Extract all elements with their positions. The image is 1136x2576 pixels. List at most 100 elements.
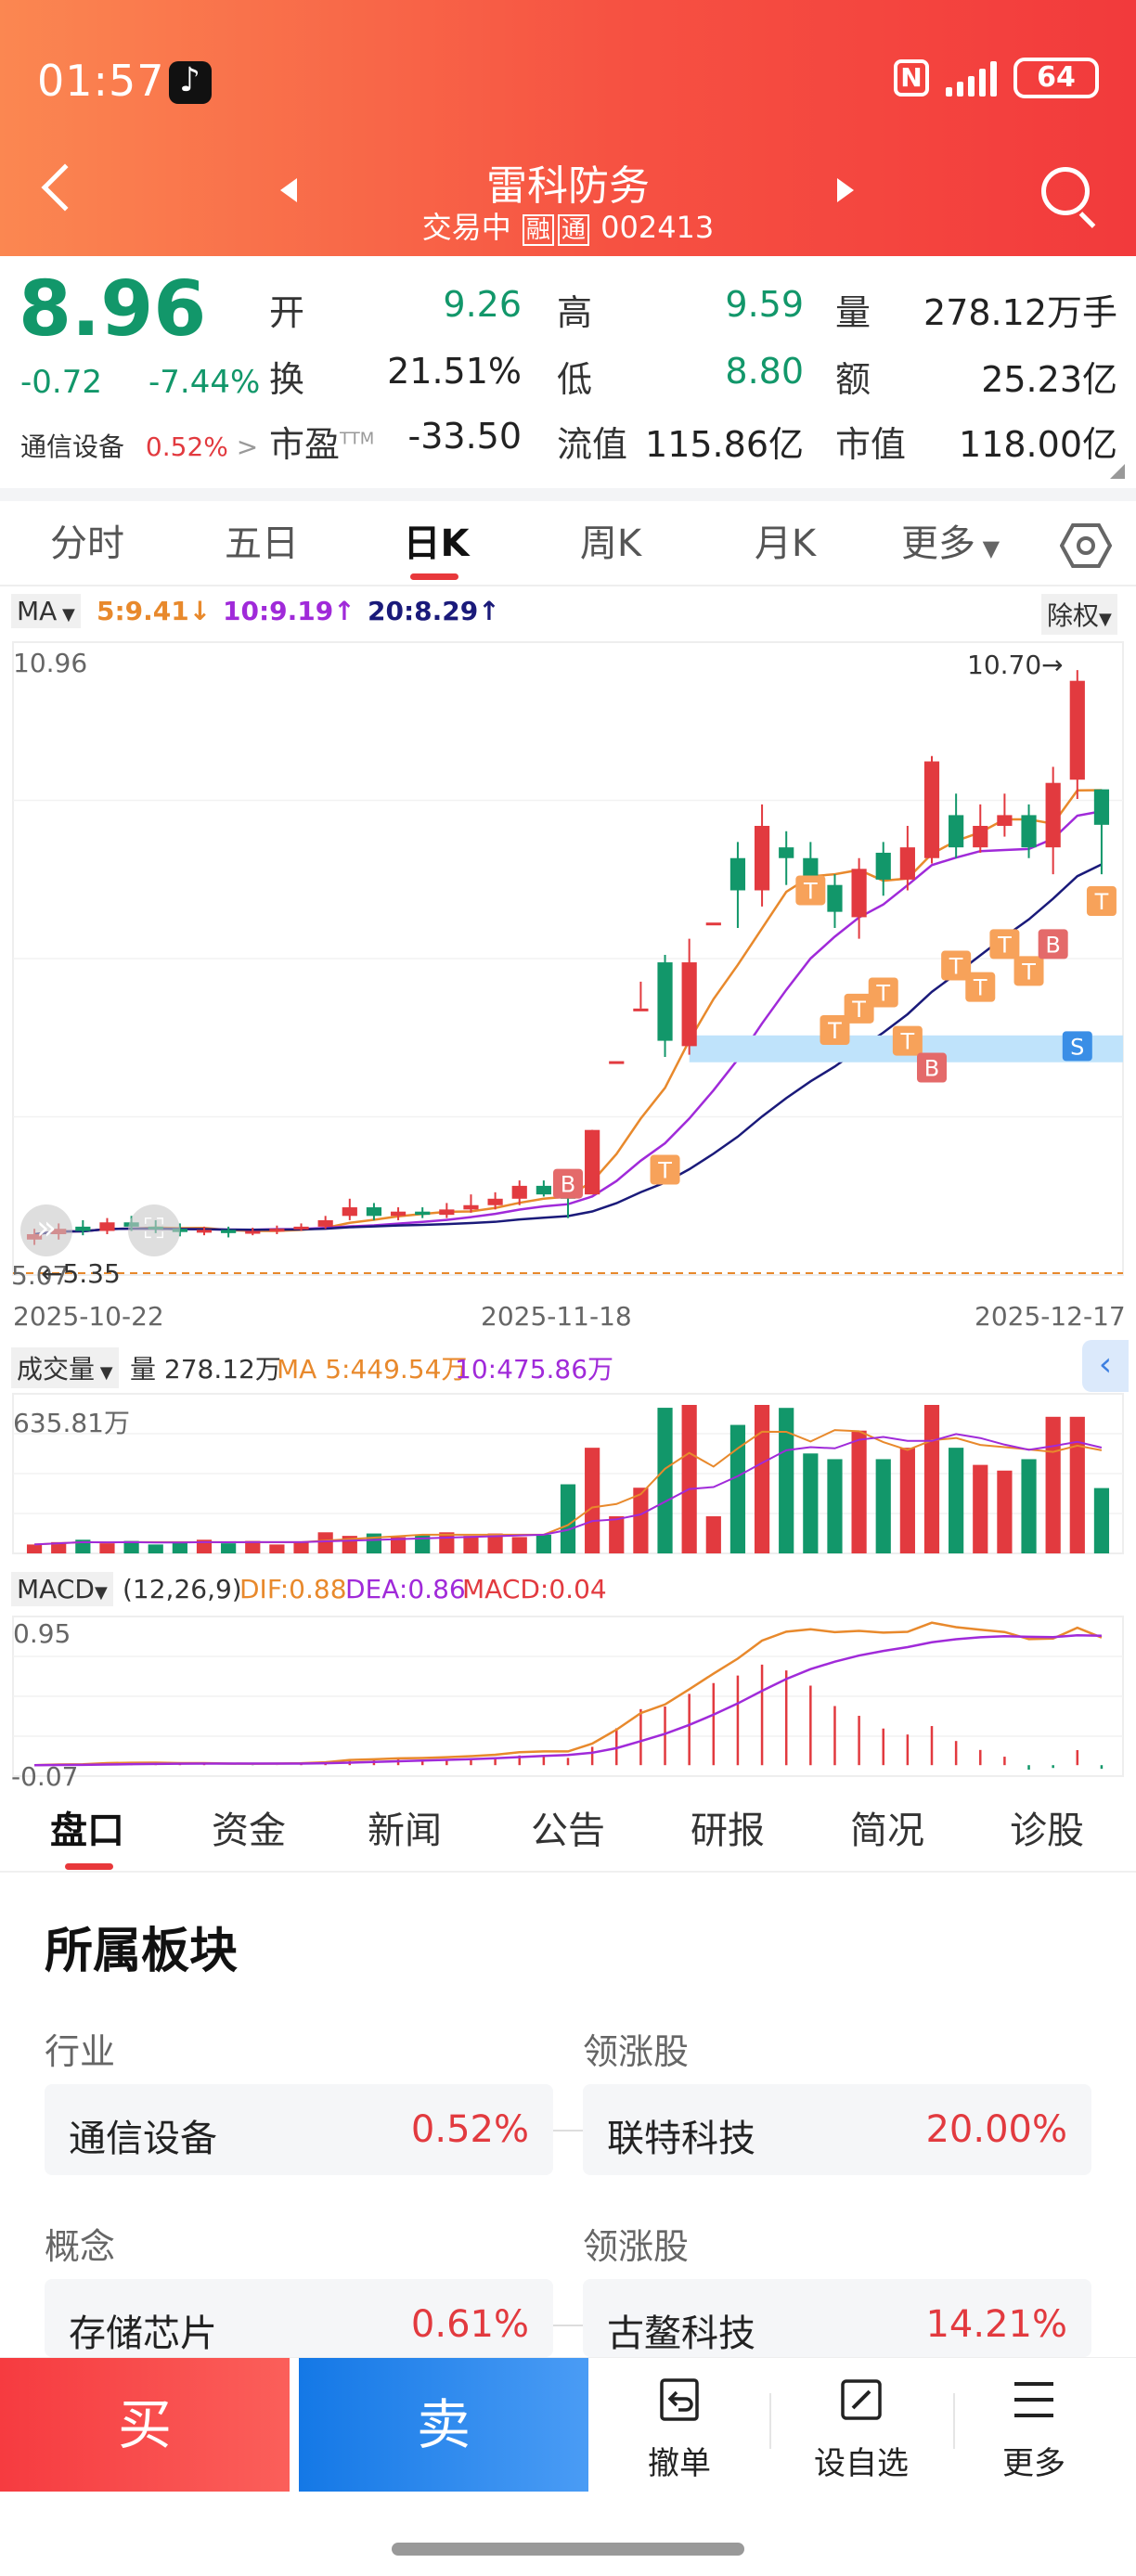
volume-bar xyxy=(851,1430,867,1553)
y-axis-bottom: 5.07 xyxy=(11,1260,70,1291)
connector-line xyxy=(553,2130,583,2132)
ma-select-button[interactable]: MA ▼ xyxy=(11,594,81,628)
volume-bar xyxy=(245,1540,261,1553)
tab-research[interactable]: 研报 xyxy=(691,1810,765,1852)
volume-bar xyxy=(269,1544,285,1553)
fullscreen-icon[interactable]: ⛶ xyxy=(128,1204,180,1256)
concept-leader-pct: 14.21% xyxy=(925,2303,1067,2346)
tab-intraday[interactable]: 分时 xyxy=(50,522,124,565)
candle-body xyxy=(342,1207,357,1217)
tab-more[interactable]: 更多 ▼ xyxy=(900,522,1000,565)
prev-stock-icon[interactable] xyxy=(280,178,297,202)
volume-bar xyxy=(221,1543,237,1553)
date-start: 2025-10-22 xyxy=(13,1301,164,1332)
volume-bar xyxy=(875,1459,891,1553)
low-label: 低 xyxy=(557,359,593,400)
settings-icon[interactable] xyxy=(1060,520,1112,572)
trade-signal-label: B xyxy=(1045,932,1060,958)
macd-dif: DIF:0.88 xyxy=(239,1574,347,1604)
home-indicator[interactable] xyxy=(392,2543,744,2556)
buy-button[interactable]: 买 xyxy=(0,2358,290,2492)
candle-body xyxy=(99,1222,115,1231)
candle-body xyxy=(269,1229,285,1232)
tab-diagnosis[interactable]: 诊股 xyxy=(1010,1810,1084,1852)
cap-value: 118.00亿 xyxy=(959,424,1117,465)
tab-news[interactable]: 新闻 xyxy=(368,1810,442,1852)
expand-left-icon[interactable]: » xyxy=(20,1204,72,1256)
concept-card[interactable]: 存储芯片 0.61% xyxy=(45,2279,553,2357)
menu-icon xyxy=(1014,2382,1053,2417)
amount-label: 额 xyxy=(835,359,871,400)
sector-name: 通信设备 xyxy=(20,431,125,462)
tab-daily-k[interactable]: 日K xyxy=(403,522,470,565)
volume-value: 量 278.12万 xyxy=(130,1354,281,1385)
adjust-button[interactable]: 除权▼ xyxy=(1041,594,1117,635)
header: 01:57 N 64 雷科防务 交易中 融通 002413 xyxy=(0,0,1136,256)
volume-bar xyxy=(463,1536,479,1553)
candle-body xyxy=(779,847,794,858)
volume-bar xyxy=(1093,1488,1110,1553)
volume-bar xyxy=(754,1405,770,1553)
trade-signal-marker xyxy=(941,950,972,981)
candle-body xyxy=(487,1198,503,1205)
ma5-line xyxy=(33,789,1102,1236)
tab-five-day[interactable]: 五日 xyxy=(225,522,299,565)
search-icon[interactable] xyxy=(1041,167,1090,215)
volume-bar xyxy=(148,1544,163,1553)
tab-capital[interactable]: 资金 xyxy=(212,1810,286,1852)
trade-signal-marker xyxy=(1038,929,1068,960)
next-stock-icon[interactable] xyxy=(837,178,854,202)
high-marker: 10.70→ xyxy=(967,650,1064,680)
sector-link[interactable]: 通信设备 0.52% > xyxy=(20,427,258,464)
industry-leader-card[interactable]: 联特科技 20.00% xyxy=(583,2084,1091,2175)
trade-signal-label: T xyxy=(803,878,818,904)
tab-profile[interactable]: 简况 xyxy=(850,1810,924,1852)
connector-line xyxy=(553,2325,583,2326)
trade-signal-label: T xyxy=(875,980,890,1006)
caret-down-icon: ▼ xyxy=(975,535,1000,561)
macd-dea: DEA:0.86 xyxy=(345,1574,466,1604)
candle-body xyxy=(681,962,697,1047)
add-watchlist-button[interactable]: 设自选 xyxy=(778,2358,945,2492)
collapse-panel-icon[interactable]: ‹ xyxy=(1082,1340,1129,1392)
divider xyxy=(953,2393,955,2449)
concept-pct: 0.61% xyxy=(410,2303,529,2346)
expand-corner-icon[interactable] xyxy=(1110,464,1125,479)
cancel-order-button[interactable]: 撤单 xyxy=(596,2358,763,2492)
concept-leader-card[interactable]: 古鳌科技 14.21% xyxy=(583,2279,1091,2357)
volume-select-button[interactable]: 成交量 ▼ xyxy=(11,1347,119,1388)
candle-body xyxy=(923,761,940,858)
macd-select-button[interactable]: MACD▼ xyxy=(11,1572,113,1606)
concept-label: 概念 xyxy=(45,2226,116,2267)
trade-signal-label: T xyxy=(1094,889,1109,915)
industry-card[interactable]: 通信设备 0.52% xyxy=(45,2084,553,2175)
more-button[interactable]: 更多 xyxy=(950,2358,1117,2492)
macd-y-top: 0.95 xyxy=(13,1618,71,1649)
tab-announcements[interactable]: 公告 xyxy=(531,1810,605,1852)
battery-icon: 64 xyxy=(1013,58,1099,98)
candle-body xyxy=(245,1230,261,1234)
volume-bar xyxy=(997,1470,1013,1553)
nfc-icon: N xyxy=(894,59,929,97)
leader-label: 领涨股 xyxy=(583,2031,690,2072)
tab-order-book[interactable]: 盘口 xyxy=(50,1810,124,1852)
turnover-value: 21.51% xyxy=(387,351,522,392)
cancel-order-label: 撤单 xyxy=(648,2445,711,2482)
trade-signal-marker xyxy=(795,875,826,906)
macd-params: (12,26,9) xyxy=(123,1574,242,1604)
candle-body xyxy=(851,869,867,918)
info-tabs: 盘口 资金 新闻 公告 研报 简况 诊股 xyxy=(0,1800,1136,1874)
sell-button[interactable]: 卖 xyxy=(299,2358,588,2492)
leader-stock-pct: 20.00% xyxy=(925,2108,1067,2151)
trade-signal-marker xyxy=(1062,1031,1092,1062)
volume-bar xyxy=(779,1408,794,1553)
candle-body xyxy=(415,1211,431,1216)
candle-body xyxy=(1045,782,1061,848)
tab-weekly-k[interactable]: 周K xyxy=(579,522,642,565)
status-icons: N 64 xyxy=(894,58,1099,98)
vol-value: 278.12万手 xyxy=(923,292,1117,333)
float-value: 115.86亿 xyxy=(645,424,804,465)
tab-monthly-k[interactable]: 月K xyxy=(754,522,817,565)
candle-body xyxy=(997,815,1013,826)
